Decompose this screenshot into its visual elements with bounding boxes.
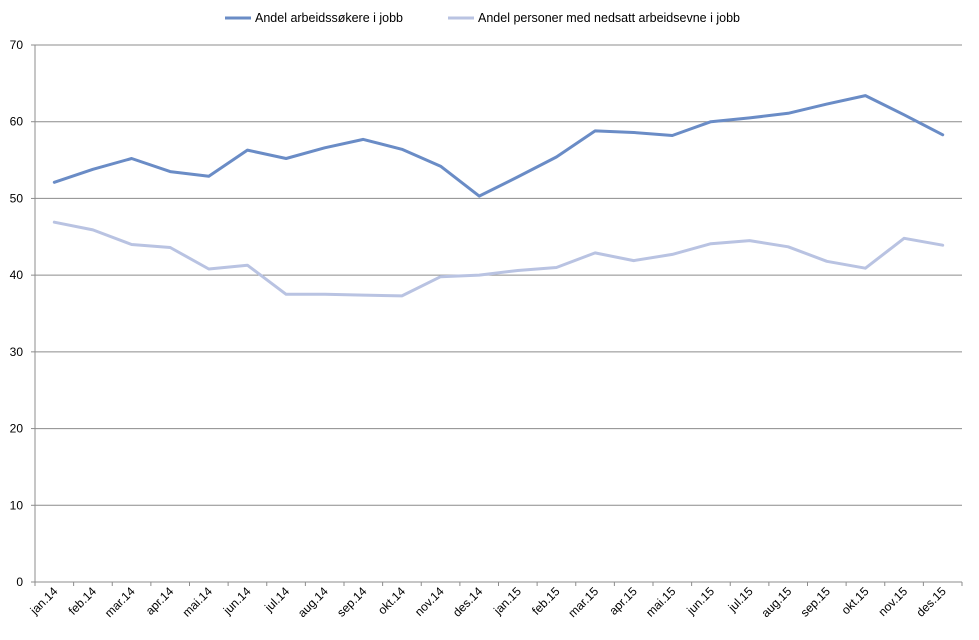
x-tick-label: mar.14 bbox=[102, 584, 138, 620]
gridlines bbox=[35, 44, 962, 506]
series-line-2 bbox=[52, 220, 945, 298]
x-tick-label: mai.15 bbox=[643, 584, 679, 620]
y-tick-label: 60 bbox=[10, 115, 24, 129]
legend: Andel arbeidssøkere i jobb Andel personer… bbox=[225, 11, 740, 25]
legend-label-2: Andel personer med nedsatt arbeidsevne i… bbox=[478, 11, 740, 25]
series-line-1 bbox=[52, 94, 945, 198]
x-tick-label: des.15 bbox=[913, 584, 949, 620]
x-tick-label: nov.15 bbox=[875, 584, 910, 619]
series-lines bbox=[52, 94, 945, 298]
x-tick-label: jul.14 bbox=[261, 584, 292, 615]
x-tick-label: mai.14 bbox=[180, 584, 216, 620]
x-tick-label: apr.15 bbox=[606, 584, 640, 618]
y-tick-label: 0 bbox=[16, 575, 23, 589]
x-tick-label: feb.15 bbox=[529, 584, 563, 618]
x-tick-label: feb.14 bbox=[66, 584, 100, 618]
x-tick-label: jun.15 bbox=[683, 584, 717, 618]
x-tick-label: nov.14 bbox=[412, 584, 447, 619]
x-tick-label: jan.15 bbox=[490, 584, 524, 618]
x-tick-label: sep.15 bbox=[798, 584, 834, 620]
x-tick-label: jun.14 bbox=[220, 584, 254, 618]
y-tick-label: 10 bbox=[10, 498, 24, 512]
x-tick-label: apr.14 bbox=[143, 584, 177, 618]
x-tick-label: jan.14 bbox=[27, 584, 61, 618]
x-tick-label: jul.15 bbox=[725, 584, 756, 615]
y-tick-label: 20 bbox=[10, 422, 24, 436]
legend-label-1: Andel arbeidssøkere i jobb bbox=[255, 11, 403, 25]
x-tick-label: des.14 bbox=[450, 584, 486, 620]
y-tick-label: 30 bbox=[10, 345, 24, 359]
x-tick-label: aug.15 bbox=[758, 584, 794, 620]
x-tick-label: okt.15 bbox=[839, 584, 872, 617]
x-tick-label: mar.15 bbox=[565, 584, 601, 620]
y-tick-label: 50 bbox=[10, 191, 24, 205]
x-tick-label: sep.14 bbox=[334, 584, 370, 620]
x-tick-label: aug.14 bbox=[295, 584, 331, 620]
y-tick-label: 70 bbox=[10, 38, 24, 52]
y-tick-label: 40 bbox=[10, 268, 24, 282]
x-tick-label: okt.14 bbox=[375, 584, 408, 617]
